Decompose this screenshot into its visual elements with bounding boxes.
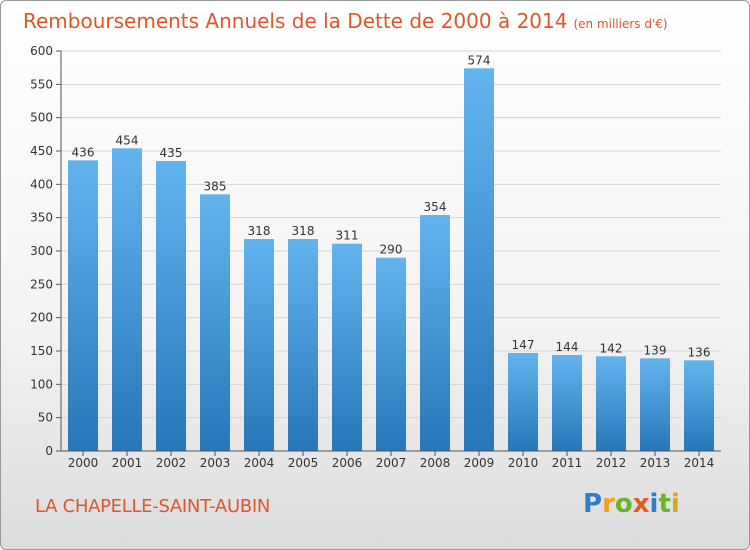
x-tick-label: 2001	[112, 456, 143, 470]
x-tick-label: 2010	[508, 456, 539, 470]
data-label: 139	[644, 343, 667, 357]
y-tick-label: 0	[45, 444, 53, 458]
bar-2008	[420, 215, 450, 451]
bar-2005	[288, 239, 318, 451]
data-label: 454	[116, 133, 139, 147]
bar-2003	[200, 194, 230, 452]
title-text: Remboursements Annuels de la Dette de 20…	[23, 9, 568, 33]
y-tick-label: 400	[30, 177, 53, 191]
x-tick-label: 2002	[156, 456, 187, 470]
y-tick-labels: 0 50 100 150 200 250 300 350 400 450 500 550 600	[30, 44, 53, 458]
y-tick-label: 150	[30, 344, 53, 358]
bar-2000	[68, 160, 98, 452]
x-tick-label: 2008	[420, 456, 451, 470]
x-tick-label: 2011	[552, 456, 583, 470]
data-label: 435	[160, 146, 183, 160]
bar-2007	[376, 257, 406, 451]
bar-2004	[244, 239, 274, 451]
bar-2012	[596, 356, 626, 451]
data-label: 436	[72, 145, 95, 159]
x-tick-label: 2012	[596, 456, 627, 470]
y-tick-label: 550	[30, 77, 53, 91]
y-tick-label: 350	[30, 211, 53, 225]
bar-2013	[640, 358, 670, 451]
bars	[68, 68, 714, 452]
x-tick-label: 2004	[244, 456, 275, 470]
y-tick-label: 250	[30, 277, 53, 291]
data-label: 311	[336, 229, 359, 243]
data-label: 354	[424, 200, 447, 214]
data-label: 574	[468, 53, 491, 67]
axes	[60, 51, 721, 456]
y-tick-label: 200	[30, 311, 53, 325]
y-tick-label: 450	[30, 144, 53, 158]
x-tick-label: 2007	[376, 456, 407, 470]
x-tick-label: 2005	[288, 456, 319, 470]
x-tick-label: 2000	[68, 456, 99, 470]
data-label: 385	[204, 179, 227, 193]
y-tick-label: 50	[38, 411, 53, 425]
proxiti-logo[interactable]: Proxiti	[583, 489, 680, 519]
chart-title: Remboursements Annuels de la Dette de 20…	[23, 9, 668, 33]
data-labels: 436 454 435 385 318 318 311 290 354 574 147 144 142 1…	[72, 53, 711, 359]
data-label: 318	[248, 224, 271, 238]
x-tick-labels: 2000 2001 2002 2003 2004 2005 2006 2007 2008 2009…	[68, 456, 715, 470]
bar-2001	[112, 148, 142, 452]
data-label: 318	[292, 224, 315, 238]
x-tick-label: 2006	[332, 456, 363, 470]
data-label: 144	[556, 340, 579, 354]
x-tick-label: 2014	[684, 456, 715, 470]
bar-2014	[684, 360, 714, 451]
bar-2011	[552, 355, 582, 451]
y-tick-label: 300	[30, 244, 53, 258]
bar-2002	[156, 161, 186, 451]
data-label: 290	[380, 243, 403, 257]
data-label: 136	[688, 345, 711, 359]
x-tick-label: 2003	[200, 456, 231, 470]
bar-2010	[508, 353, 538, 451]
y-tick-label: 100	[30, 377, 53, 391]
y-tick-label: 500	[30, 111, 53, 125]
bar-2006	[332, 243, 362, 451]
city-name: LA CHAPELLE-SAINT-AUBIN	[35, 496, 271, 517]
title-unit: (en milliers d'€)	[573, 17, 668, 31]
bar-2009	[464, 68, 494, 451]
data-label: 142	[600, 341, 623, 355]
x-tick-label: 2009	[464, 456, 495, 470]
data-label: 147	[512, 338, 535, 352]
y-tick-label: 600	[30, 44, 53, 58]
x-tick-label: 2013	[640, 456, 671, 470]
